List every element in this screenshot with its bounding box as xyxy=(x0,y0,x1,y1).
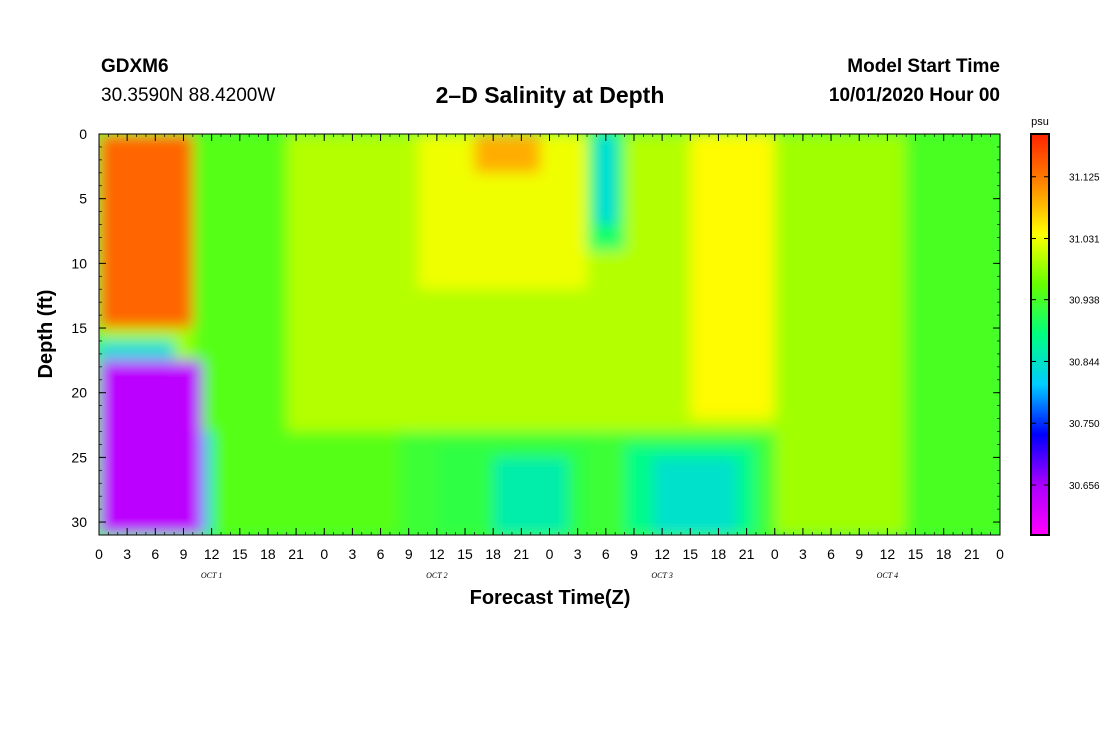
x-axis-label: Forecast Time(Z) xyxy=(470,587,631,609)
x-tick-label: 12 xyxy=(654,546,670,562)
colorbar-tick-label: 31.031 xyxy=(1069,235,1100,246)
colorbar: 31.125 31.031 30.938 30.844 30.750 30.656 psu xyxy=(1030,116,1100,536)
x-tick-label: 0 xyxy=(546,546,554,562)
x-tick-label: 12 xyxy=(429,546,445,562)
x-tick-label: 9 xyxy=(180,546,188,562)
colorbar-tick-label: 30.656 xyxy=(1069,481,1100,492)
x-tick-label: 0 xyxy=(95,546,103,562)
x-tick-label: 21 xyxy=(514,546,530,562)
x-tick-label: 6 xyxy=(151,546,159,562)
x-tick-label: 18 xyxy=(711,546,727,562)
x-tick-label: 3 xyxy=(123,546,131,562)
x-tick-label: 18 xyxy=(260,546,276,562)
x-tick-label: 21 xyxy=(739,546,755,562)
x-tick-label: 9 xyxy=(405,546,413,562)
colorbar-unit: psu xyxy=(1031,116,1049,128)
field-cell xyxy=(774,134,907,535)
chart-title: 2–D Salinity at Depth xyxy=(435,82,665,108)
field-cell xyxy=(493,457,569,535)
day-label: OCT 3 xyxy=(651,571,672,580)
x-tick-label: 12 xyxy=(204,546,220,562)
x-tick-label: 15 xyxy=(457,546,473,562)
model-start-label: Model Start Time xyxy=(847,56,1000,77)
y-tick-label: 5 xyxy=(79,191,87,207)
field-cell xyxy=(99,134,193,329)
x-tick-label: 6 xyxy=(602,546,610,562)
x-tick-label: 3 xyxy=(799,546,807,562)
day-label: OCT 4 xyxy=(877,571,898,580)
x-tick-label: 18 xyxy=(936,546,952,562)
colorbar-tick-label: 30.750 xyxy=(1069,419,1100,430)
plot-axes: 0 3 6 9 12 15 18 21 0 3 6 9 12 15 18 21 0 3 6 9 12 15 18 21 0 3 6 9… xyxy=(71,126,1004,580)
colorbar-ramp xyxy=(1030,133,1050,536)
field-cell xyxy=(99,360,203,535)
y-axis-label: Depth (ft) xyxy=(35,290,57,379)
field-cell xyxy=(596,134,616,225)
field-cell xyxy=(690,134,775,419)
x-tick-label: 0 xyxy=(320,546,328,562)
field-cell xyxy=(474,134,541,173)
y-tick-label: 10 xyxy=(71,255,87,271)
y-tick-label: 15 xyxy=(71,320,87,336)
y-tick-label: 20 xyxy=(71,385,87,401)
colorbar-tick-label: 31.125 xyxy=(1069,173,1100,184)
salinity-field xyxy=(99,134,1000,535)
y-tick-label: 30 xyxy=(71,514,87,530)
colorbar-tick-label: 30.844 xyxy=(1069,357,1100,368)
x-tick-label: 18 xyxy=(485,546,501,562)
x-tick-label: 21 xyxy=(964,546,980,562)
field-cell xyxy=(202,431,212,535)
x-tick-label: 12 xyxy=(880,546,896,562)
colorbar-tick-label: 30.938 xyxy=(1069,296,1100,307)
x-tick-label: 0 xyxy=(996,546,1004,562)
station-coordinates: 30.3590N 88.4200W xyxy=(101,85,276,106)
x-tick-label: 15 xyxy=(682,546,698,562)
x-tick-label: 6 xyxy=(377,546,385,562)
x-tick-label: 6 xyxy=(827,546,835,562)
station-id: GDXM6 xyxy=(101,56,169,77)
field-cell xyxy=(652,457,738,535)
x-tick-label: 3 xyxy=(349,546,357,562)
field-cell xyxy=(906,134,1000,535)
y-tick-label: 0 xyxy=(79,126,87,142)
x-tick-label: 9 xyxy=(855,546,863,562)
model-start-value: 10/01/2020 Hour 00 xyxy=(828,85,1000,106)
day-label: OCT 2 xyxy=(426,571,447,580)
x-tick-label: 0 xyxy=(771,546,779,562)
x-tick-label: 21 xyxy=(288,546,304,562)
x-tick-label: 3 xyxy=(574,546,582,562)
day-label: OCT 1 xyxy=(201,571,222,580)
x-tick-label: 9 xyxy=(630,546,638,562)
y-tick-label: 25 xyxy=(71,449,87,465)
field-cell xyxy=(99,340,175,361)
x-tick-label: 15 xyxy=(908,546,924,562)
x-tick-label: 15 xyxy=(232,546,248,562)
plot-area xyxy=(99,134,1000,535)
